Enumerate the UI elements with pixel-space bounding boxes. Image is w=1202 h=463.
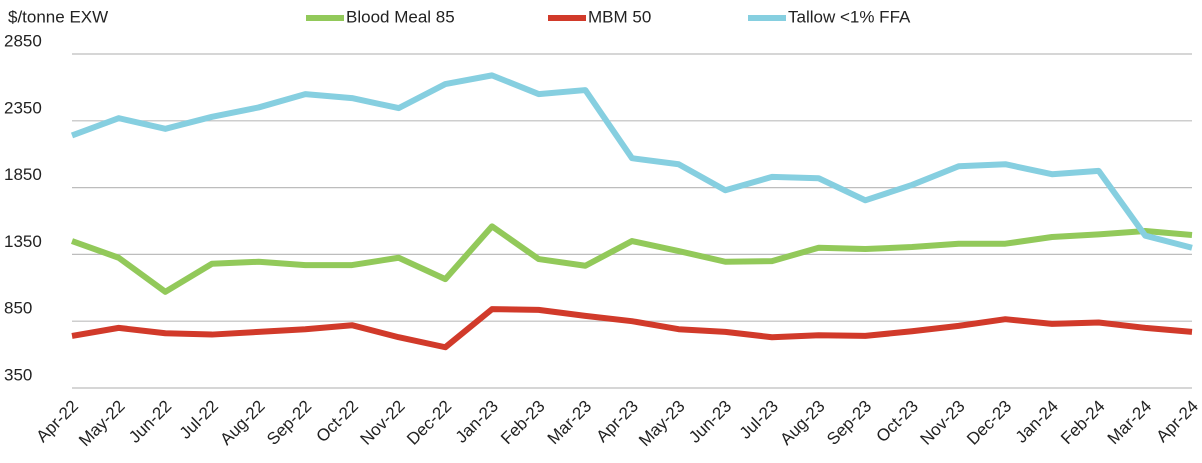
y-axis-label: $/tonne EXW — [8, 7, 108, 26]
x-tick-label: Aug-23 — [776, 397, 828, 449]
legend-label: Tallow <1% FFA — [788, 7, 911, 26]
x-tick-label: Apr-23 — [592, 397, 642, 447]
x-tick-label: Sep-22 — [263, 397, 315, 449]
x-tick-label: Dec-22 — [403, 397, 455, 449]
x-tick-label: Dec-23 — [963, 397, 1015, 449]
x-tick-label: Oct-22 — [312, 397, 362, 447]
x-tick-label: May-22 — [75, 397, 129, 451]
x-tick-label: Apr-24 — [1152, 397, 1202, 447]
x-tick-label: Oct-23 — [872, 397, 922, 447]
x-tick-label: Mar-23 — [544, 397, 596, 449]
legend-label: MBM 50 — [588, 7, 651, 26]
x-tick-label: Jan-23 — [452, 397, 502, 447]
series-line — [70, 223, 1193, 295]
x-tick-label: Mar-24 — [1104, 397, 1156, 449]
series-line — [70, 72, 1193, 251]
x-tick-label: Apr-22 — [32, 397, 82, 447]
y-tick-label: 2850 — [4, 31, 42, 50]
y-tick-label: 1850 — [4, 165, 42, 184]
x-tick-label: Jul-23 — [736, 397, 782, 443]
x-tick-label: Feb-24 — [1057, 397, 1109, 449]
x-tick-label: Nov-22 — [356, 397, 408, 449]
y-tick-label: 850 — [4, 299, 32, 318]
x-tick-label: Jun-23 — [685, 397, 735, 447]
x-tick-label: Jun-22 — [125, 397, 175, 447]
legend-label: Blood Meal 85 — [346, 7, 455, 26]
series-line — [71, 306, 1193, 351]
x-tick-label: Nov-23 — [916, 397, 968, 449]
x-tick-label: Jan-24 — [1012, 397, 1062, 447]
x-tick-label: Feb-23 — [497, 397, 549, 449]
y-tick-label: 1350 — [4, 232, 42, 251]
y-tick-label: 350 — [4, 365, 32, 384]
y-tick-label: 2350 — [4, 98, 42, 117]
x-tick-label: May-23 — [635, 397, 689, 451]
x-tick-label: Aug-22 — [216, 397, 268, 449]
x-tick-label: Jul-22 — [176, 397, 222, 443]
x-tick-label: Sep-23 — [823, 397, 875, 449]
